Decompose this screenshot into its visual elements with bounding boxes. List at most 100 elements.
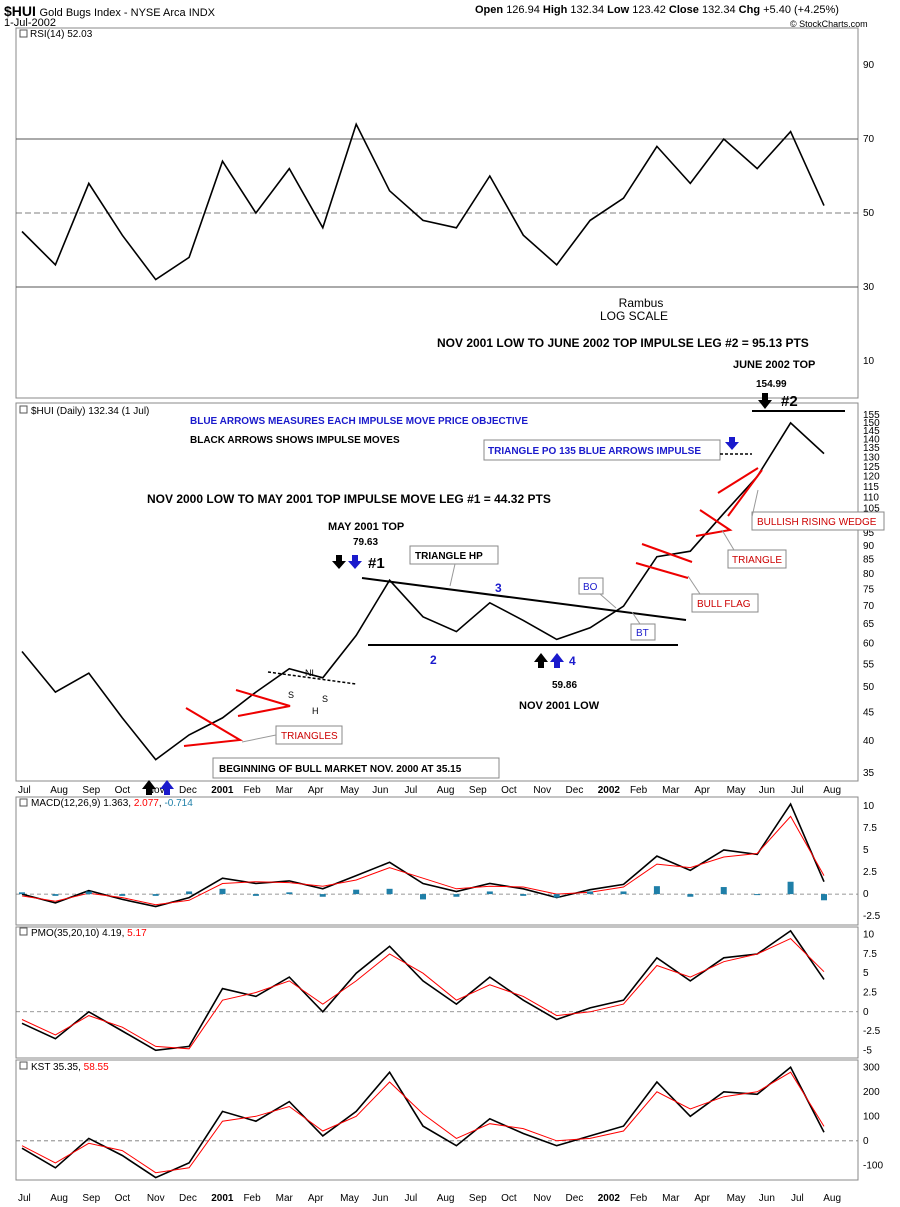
y-tick-label: 30 xyxy=(863,282,875,293)
x-tick-label: Oct xyxy=(115,785,131,796)
x-tick-label: Oct xyxy=(115,1193,131,1204)
svg-text:MACD(12,26,9) 1.363, 2.077, -0: MACD(12,26,9) 1.363, 2.077, -0.714 xyxy=(31,798,193,809)
y-tick-label: 130 xyxy=(863,452,880,463)
y-tick-label: 150 xyxy=(863,418,880,429)
x-tick-label: Jul xyxy=(18,1193,31,1204)
y-tick-label: 100 xyxy=(863,1111,880,1122)
x-tick-label: Aug xyxy=(823,785,841,796)
x-tick-label: May xyxy=(340,785,359,796)
series-lines xyxy=(19,122,827,1179)
macd-legend-swatch xyxy=(19,798,28,807)
x-tick-label: Jul xyxy=(791,785,804,796)
histogram-bar xyxy=(720,887,727,895)
blue-arrows-note: BLUE ARROWS MEASURES EACH IMPULSE MOVE P… xyxy=(190,416,528,427)
y-tick-label: 155 xyxy=(863,410,880,421)
triangle-hp-callout: TRIANGLE HP xyxy=(409,545,499,565)
kst-legend: KST 35.35, 58.55 xyxy=(19,1061,109,1073)
black-arrows-note: BLACK ARROWS SHOWS IMPULSE MOVES xyxy=(190,435,400,446)
bt-pointer xyxy=(631,611,641,625)
triangle-label: TRIANGLE xyxy=(732,555,782,566)
black-arrow-nov-2000 xyxy=(142,780,156,795)
x-tick-label: Jun xyxy=(759,1193,775,1204)
x-tick-label: Dec xyxy=(179,1193,197,1204)
series-line xyxy=(21,1066,825,1179)
x-tick-label: Feb xyxy=(243,785,261,796)
y-tick-label: 40 xyxy=(863,736,875,747)
rambus-label: Rambus xyxy=(619,296,664,310)
chart-header: $HUI Gold Bugs Index - NYSE Arca INDX 1-… xyxy=(0,0,900,30)
x-tick-label: Jun xyxy=(372,785,388,796)
pmo-legend: PMO(35,20,10) 4.19, 5.17 xyxy=(19,927,147,939)
black-arrow-nov-low xyxy=(534,653,548,668)
x-tick-label: Dec xyxy=(179,785,197,796)
histogram-bar xyxy=(152,894,159,896)
histogram-bar xyxy=(754,894,761,896)
y-tick-label: 200 xyxy=(863,1087,880,1098)
x-tick-label: Sep xyxy=(82,785,100,796)
bt-callout: BT xyxy=(630,623,656,641)
triangles-pointer xyxy=(241,734,277,743)
y-tick-label: 5 xyxy=(863,968,869,979)
bull-flag-top xyxy=(641,543,693,563)
chart-date: 1-Jul-2002 xyxy=(4,17,56,29)
x-tick-label: Mar xyxy=(276,1193,294,1204)
x-tick-label: Nov xyxy=(533,785,551,796)
panel-frame-2 xyxy=(15,796,859,926)
triangle-po-box xyxy=(483,439,721,461)
panel-frame-3 xyxy=(15,926,859,1059)
june-top-value: 154.99 xyxy=(756,379,787,390)
high-value: 132.34 xyxy=(570,4,605,16)
copyright: © StockCharts.com xyxy=(790,19,868,29)
y-tick-label: 120 xyxy=(863,472,880,483)
x-tick-label: Sep xyxy=(469,1193,487,1204)
y-tick-label: 65 xyxy=(863,619,875,630)
y-tick-label: 95 xyxy=(863,528,875,539)
x-tick-label: Jul xyxy=(405,1193,418,1204)
black-arrow-june-top xyxy=(758,393,772,409)
triangle-box xyxy=(727,549,787,569)
may-top-value: 79.63 xyxy=(353,537,378,548)
triangle-po-callout: TRIANGLE PO 135 BLUE ARROWS IMPULSE xyxy=(483,439,721,461)
price-legend-swatch xyxy=(19,405,28,414)
x-tick-label: 2002 xyxy=(598,785,621,796)
x-tick-label: Aug xyxy=(437,785,455,796)
y-tick-label: 10 xyxy=(863,801,875,812)
triangle-hp-label: TRIANGLE HP xyxy=(415,551,483,562)
x-tick-label: Sep xyxy=(82,1193,100,1204)
x-tick-label: Aug xyxy=(823,1193,841,1204)
x-tick-label: Aug xyxy=(50,785,68,796)
triangle-hp-pointer xyxy=(449,563,456,587)
triangle-1-drawing xyxy=(183,707,244,747)
triangles-callout: TRIANGLES xyxy=(275,725,343,745)
x-tick-label: Nov xyxy=(147,1193,165,1204)
right-shoulder-label: S xyxy=(322,694,328,704)
y-tick-label: 50 xyxy=(863,682,875,693)
bull-flag-pointer xyxy=(687,575,701,595)
x-tick-label: Nov xyxy=(533,1193,551,1204)
histogram-bar xyxy=(620,891,627,895)
histogram-bar xyxy=(252,894,259,896)
x-tick-label: 2002 xyxy=(598,1193,621,1204)
histogram-bar xyxy=(653,886,660,895)
wedge-label: BULLISH RISING WEDGE xyxy=(757,517,877,528)
x-tick-label: Jul xyxy=(791,1193,804,1204)
y-tick-label: 2.5 xyxy=(863,867,877,878)
triangle-callout: TRIANGLE xyxy=(727,549,787,569)
histogram-bar xyxy=(520,894,527,896)
x-tick-label: Apr xyxy=(694,785,710,796)
point-2-label: 2 xyxy=(430,653,437,667)
y-tick-label: 55 xyxy=(863,659,875,670)
bo-callout: BO xyxy=(578,577,604,595)
leg1-annotation: NOV 2000 LOW TO MAY 2001 TOP IMPULSE MOV… xyxy=(147,492,551,506)
rsi-legend-swatch xyxy=(19,29,28,38)
y-tick-label: 145 xyxy=(863,426,880,437)
histogram-bar xyxy=(85,891,92,895)
histogram-bar xyxy=(821,894,827,901)
series-line xyxy=(21,929,825,1052)
x-tick-label: Mar xyxy=(662,785,680,796)
svg-text:KST 35.35, 58.55: KST 35.35, 58.55 xyxy=(31,1062,109,1073)
y-tick-label: 50 xyxy=(863,208,875,219)
x-tick-label: Apr xyxy=(308,785,324,796)
histogram-bar xyxy=(119,894,126,896)
triangle-po-label: TRIANGLE PO 135 BLUE ARROWS IMPULSE xyxy=(488,446,701,457)
